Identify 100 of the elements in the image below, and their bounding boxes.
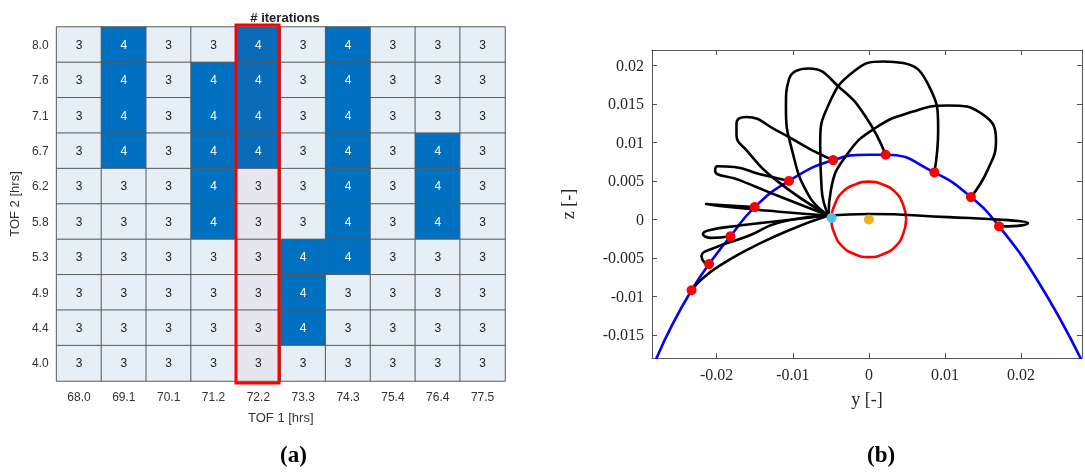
x-tick-label: -0.01 bbox=[776, 365, 810, 383]
data-label: 4 bbox=[210, 179, 218, 194]
data-label: 3 bbox=[299, 108, 307, 123]
y-tick-label: 5.8 bbox=[31, 214, 49, 229]
y-tick-label: 6.7 bbox=[31, 143, 49, 158]
data-label: 3 bbox=[75, 214, 83, 229]
y-tick-label: 0.005 bbox=[608, 172, 644, 190]
x-tick-label: 0 bbox=[864, 365, 873, 383]
data-label: 3 bbox=[75, 179, 83, 194]
data-label: 3 bbox=[389, 285, 397, 300]
x-tick-label: 77.5 bbox=[470, 390, 495, 404]
data-label: 3 bbox=[389, 73, 397, 88]
data-label: 3 bbox=[210, 37, 218, 52]
x-tick-label: 72.2 bbox=[246, 390, 271, 404]
data-label: 4 bbox=[120, 143, 128, 158]
data-label: 3 bbox=[210, 250, 218, 265]
x-tick-label: 75.4 bbox=[381, 390, 405, 404]
data-label: 3 bbox=[434, 73, 442, 88]
data-label: 3 bbox=[479, 73, 487, 88]
y-tick-label: 0.01 bbox=[616, 133, 644, 151]
data-label: 4 bbox=[299, 285, 307, 300]
data-label: 3 bbox=[75, 356, 83, 371]
data-label: 3 bbox=[479, 320, 487, 335]
data-label: 3 bbox=[344, 285, 352, 300]
data-label: 3 bbox=[389, 320, 397, 335]
data-label: 3 bbox=[165, 356, 173, 371]
data-label: 3 bbox=[299, 179, 307, 194]
x-tick-label: 73.3 bbox=[291, 390, 316, 404]
chart-title: # iterations bbox=[250, 10, 320, 25]
y-tick-label: 8.0 bbox=[31, 37, 49, 52]
data-label: 3 bbox=[165, 285, 173, 300]
data-label: 3 bbox=[299, 73, 307, 88]
data-label: 3 bbox=[165, 179, 173, 194]
y-tick-label: 5.3 bbox=[31, 250, 49, 265]
data-label: 3 bbox=[255, 250, 263, 265]
data-label: 3 bbox=[434, 37, 442, 52]
data-label: 4 bbox=[120, 108, 128, 123]
data-label: 3 bbox=[389, 250, 397, 265]
y-tick-label: -0.015 bbox=[602, 326, 644, 344]
data-label: 3 bbox=[165, 214, 173, 229]
data-label: 3 bbox=[389, 179, 397, 194]
y-tick-label: 4.9 bbox=[31, 285, 49, 300]
data-label: 3 bbox=[75, 250, 83, 265]
text: (a) bbox=[280, 442, 307, 467]
data-label: 4 bbox=[299, 320, 307, 335]
data-label: 4 bbox=[299, 250, 307, 265]
data-label: 4 bbox=[344, 73, 352, 88]
x-tick-label: 0.01 bbox=[931, 365, 960, 383]
data-label: 3 bbox=[479, 250, 487, 265]
data-label: 3 bbox=[120, 356, 128, 371]
data-label: 3 bbox=[120, 250, 128, 265]
data-label: 3 bbox=[389, 108, 397, 123]
text: (b) bbox=[866, 442, 896, 467]
data-label: 4 bbox=[344, 108, 352, 123]
data-label: 3 bbox=[389, 143, 397, 158]
y-tick-label: 6.2 bbox=[31, 179, 49, 194]
data-label: 3 bbox=[255, 214, 263, 229]
y-tick-label: 0.02 bbox=[616, 56, 644, 74]
data-label: 3 bbox=[434, 356, 442, 371]
data-label: 3 bbox=[344, 356, 352, 371]
data-label: 4 bbox=[434, 143, 442, 158]
data-label: 3 bbox=[210, 356, 218, 371]
data-label: 3 bbox=[299, 143, 307, 158]
data-label: 4 bbox=[255, 108, 263, 123]
data-label: 4 bbox=[255, 37, 263, 52]
data-label: 4 bbox=[344, 37, 352, 52]
y-tick-label: 7.1 bbox=[31, 108, 49, 123]
data-label: 3 bbox=[299, 214, 307, 229]
data-label: 3 bbox=[75, 285, 83, 300]
y-axis-title: TOF 2 [hrs] bbox=[7, 171, 22, 237]
data-label: 3 bbox=[255, 285, 263, 300]
data-label: 3 bbox=[479, 179, 487, 194]
data-label: 4 bbox=[210, 214, 218, 229]
x-tick-label: 74.3 bbox=[336, 390, 361, 404]
data-label: 3 bbox=[165, 250, 173, 265]
data-label: 3 bbox=[75, 73, 83, 88]
y-tick-label: -0.005 bbox=[602, 249, 644, 267]
data-label: 3 bbox=[120, 214, 128, 229]
x-tick-label: 76.4 bbox=[426, 390, 450, 404]
data-label: 4 bbox=[344, 179, 352, 194]
data-label: 3 bbox=[479, 356, 487, 371]
data-label: 4 bbox=[210, 108, 218, 123]
data-label: 3 bbox=[165, 320, 173, 335]
y-tick-label: 0.015 bbox=[608, 95, 644, 113]
data-label: 3 bbox=[479, 214, 487, 229]
data-label: 3 bbox=[210, 320, 218, 335]
x-tick-label: -0.02 bbox=[700, 365, 734, 383]
y-tick-label: 4.4 bbox=[31, 320, 49, 335]
data-label: 3 bbox=[75, 108, 83, 123]
x-axis-title: y [-] bbox=[851, 389, 883, 409]
data-label: 3 bbox=[255, 179, 263, 194]
data-label: 3 bbox=[210, 285, 218, 300]
data-label: 3 bbox=[120, 285, 128, 300]
data-label: 4 bbox=[210, 143, 218, 158]
data-label: 3 bbox=[255, 320, 263, 335]
data-label: 4 bbox=[120, 37, 128, 52]
y-tick-label: -0.01 bbox=[610, 287, 644, 305]
y-tick-label: 0 bbox=[636, 210, 644, 228]
y-axis-title: z [-] bbox=[558, 188, 578, 220]
data-label: 3 bbox=[389, 37, 397, 52]
